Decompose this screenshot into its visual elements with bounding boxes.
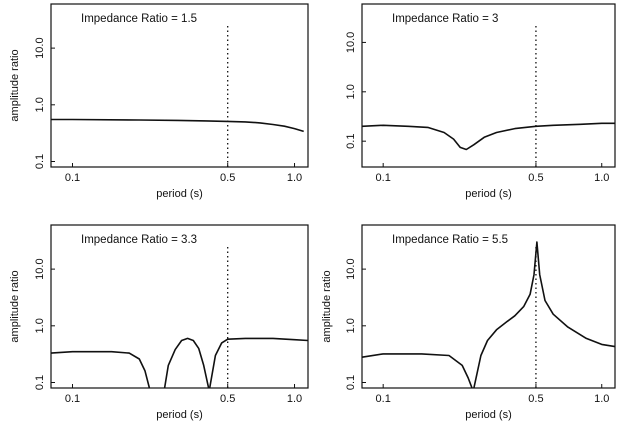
amplitude-curve-1	[51, 118, 304, 133]
x-axis-label: period (s)	[465, 188, 511, 200]
amplitude-curve-1	[361, 353, 473, 389]
plot-frame	[361, 224, 616, 389]
x-axis-label: period (s)	[156, 409, 202, 421]
panel-title: Impedance Ratio = 5.5	[392, 234, 508, 246]
x-tick-label: 1.0	[287, 393, 302, 405]
y-tick-label: 10.0	[345, 258, 357, 279]
panel-4: Impedance Ratio = 5.5 0.1 0.5 1.0 0.1 1.0 10.0…	[321, 224, 616, 421]
y-tick-label: 1.0	[345, 84, 357, 99]
x-axis-label: period (s)	[465, 409, 511, 421]
y-tick-label: 0.1	[34, 375, 46, 390]
plot-frame	[50, 3, 309, 168]
y-axis-label: amplitude ratio	[9, 49, 21, 121]
amplitude-curve-1	[361, 122, 615, 151]
y-tick-label: 1.0	[34, 318, 46, 333]
y-tick-label: 10.0	[34, 37, 46, 58]
x-tick-label: 0.1	[65, 172, 80, 184]
y-tick-label: 0.1	[345, 375, 357, 390]
panel-2: Impedance Ratio = 3 0.1 0.5 1.0 0.1 1.0 10.0 pe…	[345, 3, 616, 200]
panel-title: Impedance Ratio = 1.5	[81, 13, 197, 25]
amplitude-curve-3	[208, 337, 309, 389]
x-tick-label: 1.0	[287, 172, 302, 184]
panel-title: Impedance Ratio = 3.3	[81, 234, 197, 246]
panel-1: Impedance Ratio = 1.5 0.1 0.5 1.0 0.1 1.0 10.0…	[9, 3, 309, 200]
amplitude-curve-2	[473, 241, 616, 389]
x-tick-label: 1.0	[594, 172, 609, 184]
y-axis-label: amplitude ratio	[321, 270, 333, 342]
y-tick-label: 10.0	[345, 32, 357, 53]
y-tick-label: 1.0	[345, 318, 357, 333]
x-tick-label: 0.1	[376, 393, 391, 405]
y-tick-label: 1.0	[34, 97, 46, 112]
y-axis-label: amplitude ratio	[9, 270, 21, 342]
amplitude-curve-2	[163, 337, 210, 389]
plot-frame	[50, 224, 309, 389]
plot-frame	[361, 3, 616, 168]
x-tick-label: 0.5	[528, 172, 543, 184]
y-tick-label: 0.1	[345, 134, 357, 149]
panel-3: Impedance Ratio = 3.3 0.1 0.5 1.0 0.1 1.0 10.0…	[9, 224, 309, 421]
amplitude-curve-1	[50, 350, 151, 389]
x-tick-label: 0.1	[376, 172, 391, 184]
panel-title: Impedance Ratio = 3	[392, 13, 498, 25]
x-tick-label: 0.1	[65, 393, 80, 405]
y-tick-label: 10.0	[34, 258, 46, 279]
x-tick-label: 0.5	[528, 393, 543, 405]
x-tick-label: 1.0	[594, 393, 609, 405]
x-tick-label: 0.5	[220, 172, 235, 184]
y-tick-label: 0.1	[34, 154, 46, 169]
x-axis-label: period (s)	[156, 188, 202, 200]
x-tick-label: 0.5	[220, 393, 235, 405]
